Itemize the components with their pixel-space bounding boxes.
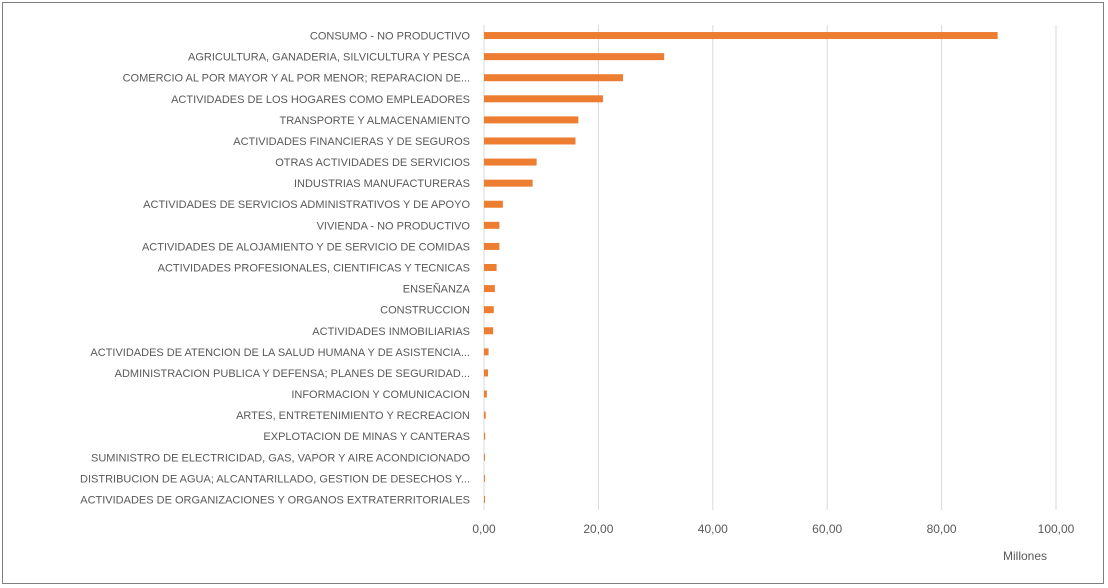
bar [484,432,486,440]
unit-label: Millones [1003,549,1047,563]
x-tick-label: 80,00 [927,522,957,536]
gridlines [483,25,1057,510]
category-label: EXPLOTACION DE MINAS Y CANTERAS [263,431,470,443]
bar [484,95,603,103]
category-label: COMERCIO AL POR MAYOR Y AL POR MENOR; RE… [123,73,470,85]
bar [484,474,485,482]
category-label: ACTIVIDADES PROFESIONALES, CIENTIFICAS Y… [158,263,470,275]
bar [484,53,665,61]
x-tick-labels: 0,00 20,00 40,00 60,00 80,00 100,00 [472,522,1074,536]
bar [484,306,494,314]
category-label: ACTIVIDADES DE ALOJAMIENTO Y DE SERVICIO… [142,241,470,253]
bar-chart: CONSUMO - NO PRODUCTIVO AGRICULTURA, GANA… [80,25,1075,563]
category-label: ARTES, ENTRETENIMIENTO Y RECREACION [236,410,470,422]
category-label: TRANSPORTE Y ALMACENAMIENTO [279,115,470,127]
category-label: VIVIENDA - NO PRODUCTIVO [317,220,471,232]
bar [484,242,500,250]
bars [484,32,998,503]
bar [484,285,495,293]
category-label: SUMINISTRO DE ELECTRICIDAD, GAS, VAPOR Y… [91,452,470,464]
bar [484,32,998,40]
bar [484,74,623,82]
x-tick-label: 40,00 [698,522,728,536]
category-label: OTRAS ACTIVIDADES DE SERVICIOS [275,157,470,169]
bar [484,348,489,356]
category-label: INFORMACION Y COMUNICACION [291,389,470,401]
category-label: ACTIVIDADES DE SERVICIOS ADMINISTRATIVOS… [143,199,470,211]
category-label: ACTIVIDADES DE ORGANIZACIONES Y ORGANOS … [80,494,470,506]
bar [484,453,485,461]
bar [484,137,576,145]
bar [484,390,487,398]
x-tick-label: 60,00 [812,522,842,536]
x-tick-label: 0,00 [472,522,496,536]
category-label: AGRICULTURA, GANADERIA, SILVICULTURA Y P… [188,52,471,64]
bar [484,495,485,503]
bar [484,200,503,208]
category-label: DISTRIBUCION DE AGUA; ALCANTARILLADO, GE… [80,473,470,485]
bar [484,116,579,124]
x-tick-label: 20,00 [583,522,613,536]
category-label: CONSTRUCCION [380,305,470,317]
category-label: INDUSTRIAS MANUFACTURERAS [294,178,470,190]
category-label: ACTIVIDADES DE LOS HOGARES COMO EMPLEADO… [171,94,470,106]
category-label: CONSUMO - NO PRODUCTIVO [310,31,471,43]
category-label: ACTIVIDADES FINANCIERAS Y DE SEGUROS [233,136,470,148]
bar [484,221,500,229]
bar [484,264,497,271]
category-label: ENSEÑANZA [403,283,471,296]
bar [484,158,537,166]
bar [484,411,486,419]
x-tick-label: 100,00 [1038,522,1075,536]
category-labels: CONSUMO - NO PRODUCTIVO AGRICULTURA, GANA… [80,31,471,507]
bar [484,179,533,187]
category-label: ACTIVIDADES DE ATENCION DE LA SALUD HUMA… [90,347,470,359]
category-label: ADMINISTRACION PUBLICA Y DEFENSA; PLANES… [115,368,470,380]
bar [484,327,494,335]
category-label: ACTIVIDADES INMOBILIARIAS [312,326,470,338]
bar [484,369,489,377]
